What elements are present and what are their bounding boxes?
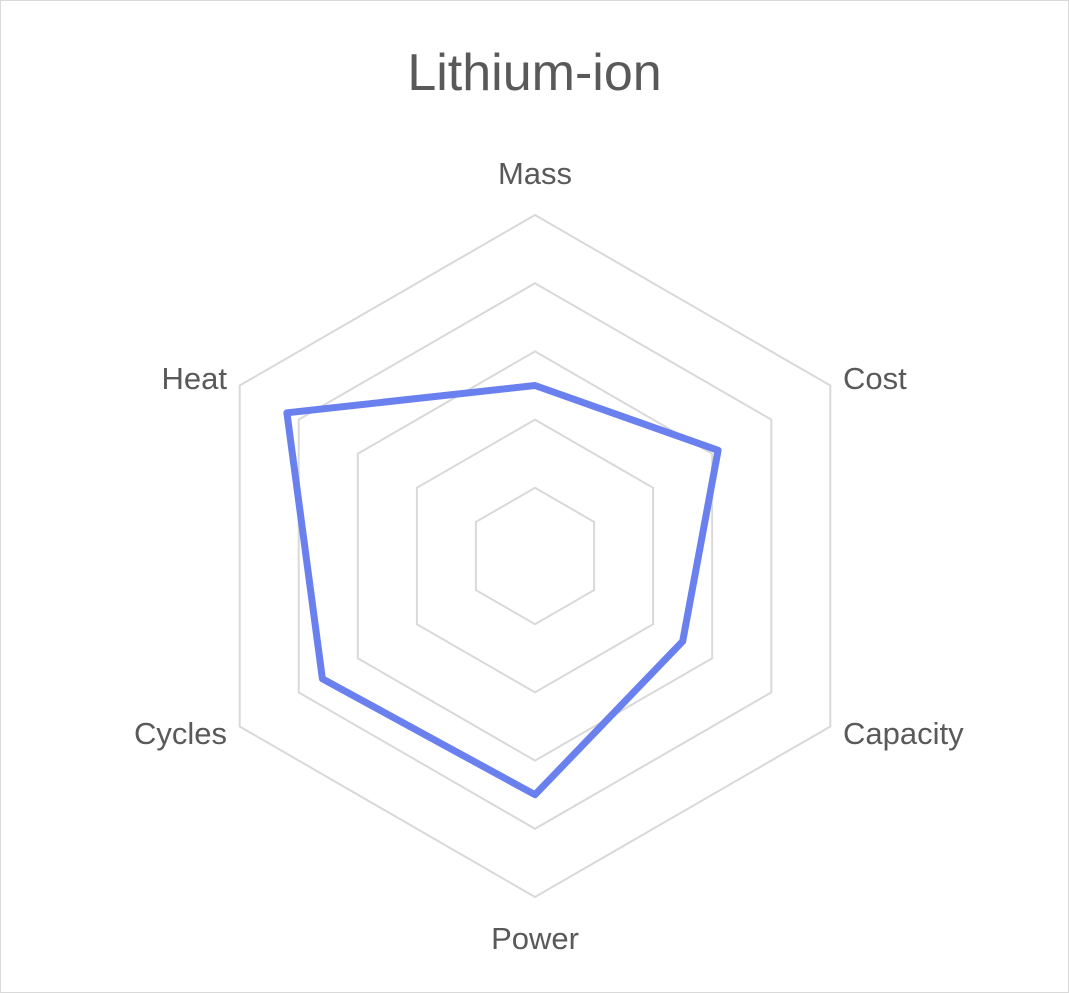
axis-label-heat: Heat (162, 361, 228, 396)
grid-ring-5 (238, 213, 832, 899)
grid-ring-4 (297, 282, 773, 830)
grid-ring-2 (415, 418, 655, 694)
series-line-1 (283, 382, 722, 799)
axis-label-cost: Cost (843, 361, 907, 396)
axis-label-power: Power (491, 921, 579, 956)
axis-label-mass: Mass (498, 156, 572, 191)
grid-ring-1 (474, 486, 596, 626)
radar-axis-labels: Mass Cost Capacity Power Cycles Heat (134, 156, 964, 956)
grid-ring-3 (356, 350, 714, 762)
axis-label-capacity: Capacity (843, 716, 964, 751)
axis-label-cycles: Cycles (134, 716, 227, 751)
radar-series-layer (283, 382, 722, 799)
chart-title: Lithium-ion (407, 44, 662, 102)
radar-grid (238, 213, 832, 899)
